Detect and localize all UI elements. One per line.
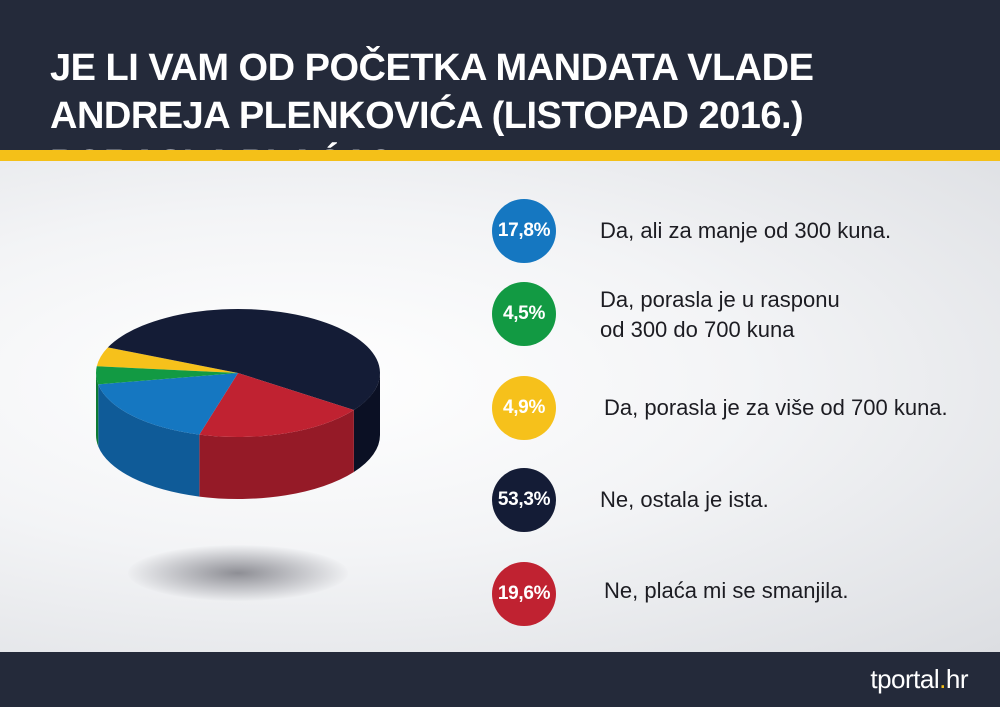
chart-area: 17,8% Da, ali za manje od 300 kuna. 4,5%…: [0, 161, 1000, 652]
legend-badge: 4,9%: [492, 376, 556, 440]
legend-label: Ne, plaća mi se smanjila.: [604, 578, 849, 603]
pie-slice-49: [96, 347, 238, 373]
legend-badge: 19,6%: [492, 562, 556, 626]
legend-badge: 4,5%: [492, 282, 556, 346]
footer-bar: tportal.hr: [0, 652, 1000, 707]
legend-label: Ne, ostala je ista.: [600, 487, 769, 512]
header-bar: JE LI VAM OD POČETKA MANDATA VLADE ANDRE…: [0, 0, 1000, 185]
pie-slice-196: [199, 373, 354, 437]
pie-slice-178: [98, 373, 239, 435]
legend-badge: 17,8%: [492, 199, 556, 263]
pie-side-178: [98, 384, 200, 497]
accent-stripe: [0, 150, 1000, 161]
pie-chart: [96, 309, 381, 499]
pie-side-196: [199, 409, 354, 499]
legend-label: Da, ali za manje od 300 kuna.: [600, 218, 892, 243]
logo-name: tportal: [870, 664, 940, 694]
logo-dot: .: [939, 664, 946, 694]
pie-slice-45: [96, 366, 238, 385]
legend-label-line-2: od 300 do 700 kuna: [600, 317, 795, 342]
pie-side-533: [353, 373, 380, 472]
chart-title: JE LI VAM OD POČETKA MANDATA VLADE ANDRE…: [50, 47, 814, 185]
legend-label: Da, porasla je za više od 700 kuna.: [604, 395, 948, 420]
pie-side-45: [96, 373, 99, 447]
pie-slice-533: [107, 309, 381, 410]
legend-label: Da, porasla je u rasponu od 300 do 700 k…: [600, 285, 990, 345]
tportal-logo: tportal.hr: [870, 664, 968, 695]
legend-badge: 53,3%: [492, 468, 556, 532]
pie-shadow: [128, 545, 348, 601]
logo-tld: hr: [945, 664, 969, 694]
legend-label-line-1: Da, porasla je u rasponu: [600, 287, 840, 312]
